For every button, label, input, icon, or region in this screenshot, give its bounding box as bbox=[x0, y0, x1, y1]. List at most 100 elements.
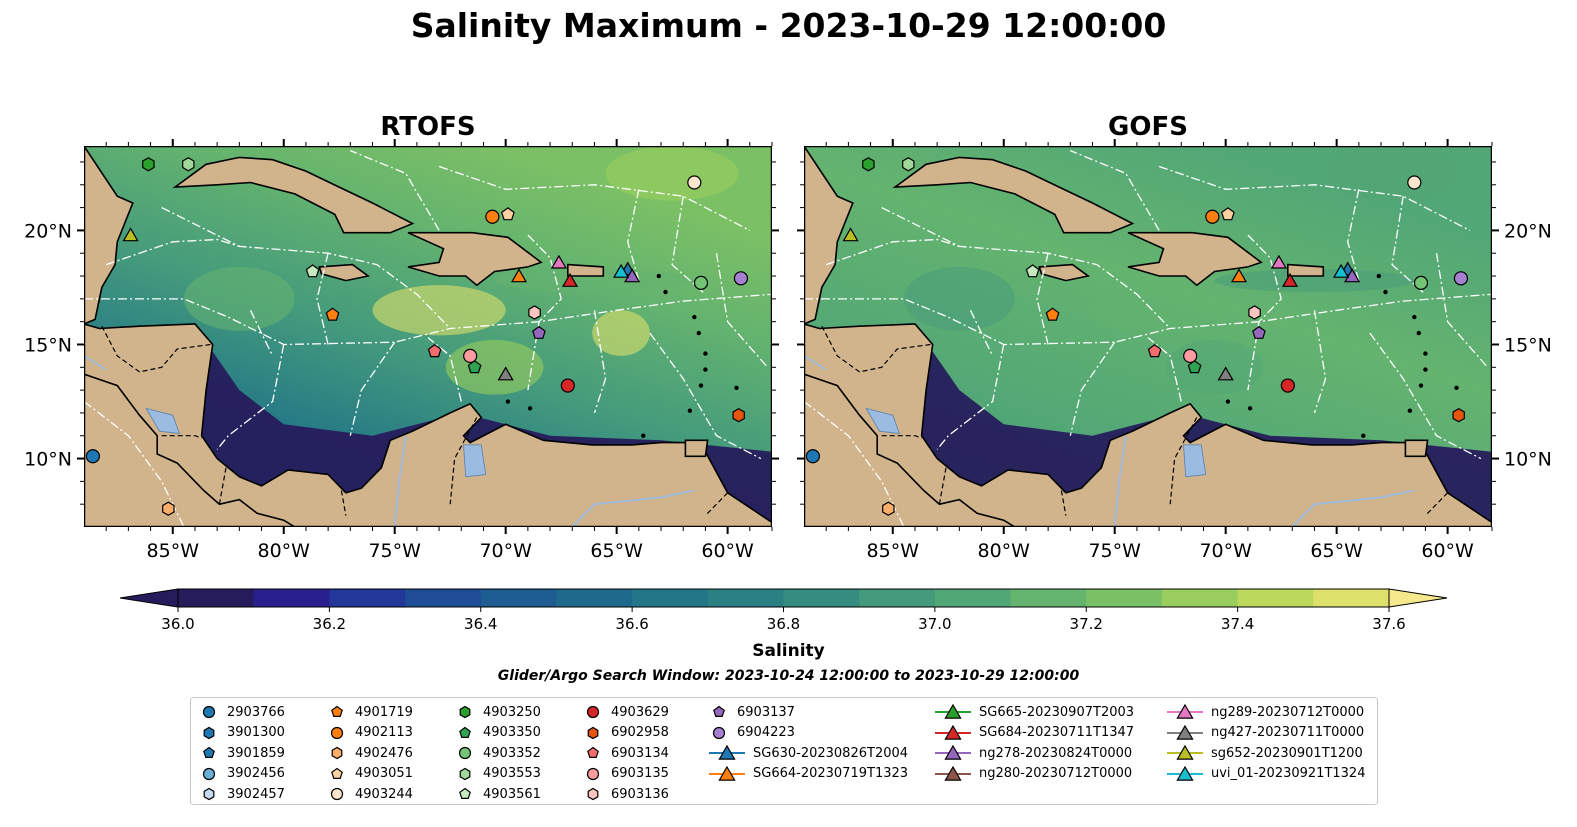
lon-tick-label: 75°W bbox=[368, 540, 421, 562]
platform-marker-ng427-20230711T0000[interactable] bbox=[497, 366, 514, 381]
platform-marker-4902113[interactable] bbox=[485, 209, 500, 224]
platform-marker-6904223[interactable] bbox=[733, 271, 749, 286]
legend-swatch bbox=[459, 788, 471, 800]
platform-marker-4903350[interactable] bbox=[1187, 360, 1202, 374]
land-cuba bbox=[892, 156, 1135, 234]
land-trinidad bbox=[1404, 439, 1429, 458]
eez-boundary bbox=[1347, 189, 1360, 281]
legend-swatch bbox=[935, 724, 971, 740]
colorbar-tick-label: 37.4 bbox=[1221, 615, 1254, 633]
island bbox=[1423, 367, 1428, 372]
island bbox=[734, 385, 739, 391]
platform-marker-sg652-20230901T1200[interactable] bbox=[122, 227, 139, 242]
legend-swatch bbox=[586, 767, 600, 780]
platform-marker-2903766[interactable] bbox=[85, 449, 100, 464]
platform-marker-SG664-20230719T1323[interactable] bbox=[1230, 268, 1248, 283]
platform-marker-4902476[interactable] bbox=[882, 501, 895, 516]
platform-marker-4901719[interactable] bbox=[325, 307, 340, 321]
island bbox=[1416, 330, 1421, 336]
legend-label: SG665-20230907T2003 bbox=[979, 704, 1135, 720]
eez-boundary bbox=[84, 293, 772, 346]
platform-marker-4903051[interactable] bbox=[1220, 207, 1235, 221]
platform-marker-4903244[interactable] bbox=[687, 175, 702, 190]
platform-marker-4903553[interactable] bbox=[902, 157, 915, 172]
eez-boundary bbox=[671, 196, 706, 295]
eez-boundary bbox=[1147, 337, 1182, 402]
land-hispaniola bbox=[407, 231, 543, 287]
platform-marker-6903134[interactable] bbox=[427, 344, 442, 358]
platform-marker-4903561[interactable] bbox=[305, 264, 320, 278]
legend-item: 3901300 bbox=[199, 723, 285, 744]
country-border bbox=[821, 325, 931, 373]
legend-item: 4903553 bbox=[455, 764, 541, 785]
platform-marker-ng289-20230712T0000[interactable] bbox=[550, 254, 568, 269]
colorbar-level bbox=[405, 589, 482, 607]
platform-marker-4901719[interactable] bbox=[1045, 307, 1060, 321]
platform-marker-6903137[interactable] bbox=[532, 325, 546, 339]
platform-marker-6902958[interactable] bbox=[732, 408, 745, 423]
eez-boundary bbox=[593, 310, 607, 414]
platform-marker-4903352[interactable] bbox=[1413, 275, 1429, 290]
island bbox=[505, 399, 511, 404]
river bbox=[804, 355, 827, 371]
legend-item: sg652-20230901T1200 bbox=[1167, 743, 1365, 764]
platform-marker-ng278-20230824T0000[interactable] bbox=[1344, 268, 1361, 283]
legend-item: 3901859 bbox=[199, 743, 285, 764]
platform-marker-4903244[interactable] bbox=[1407, 175, 1422, 190]
platform-marker-4902113[interactable] bbox=[1205, 209, 1220, 224]
platform-marker-6902958[interactable] bbox=[1452, 408, 1465, 423]
platform-marker-6903136[interactable] bbox=[528, 305, 541, 320]
platform-marker-SG684-20230711T1347[interactable] bbox=[1281, 272, 1299, 287]
eez-boundary bbox=[969, 310, 994, 357]
platform-marker-6903135[interactable] bbox=[463, 348, 478, 363]
platform-marker-4903051[interactable] bbox=[500, 207, 515, 221]
platform-marker-4903561[interactable] bbox=[1025, 264, 1040, 278]
eez-boundary bbox=[1313, 310, 1327, 414]
platform-marker-ng278-20230824T0000[interactable] bbox=[624, 268, 641, 283]
land-cuba bbox=[172, 156, 415, 234]
platform-marker-SG664-20230719T1323[interactable] bbox=[510, 268, 528, 283]
platform-marker-6903136[interactable] bbox=[1248, 305, 1261, 320]
platform-marker-2903766[interactable] bbox=[805, 449, 820, 464]
legend-item: 4903244 bbox=[327, 784, 413, 805]
platform-marker-4903250[interactable] bbox=[862, 157, 875, 172]
salinity-eddy bbox=[1092, 285, 1226, 336]
platform-marker-6904223[interactable] bbox=[1453, 271, 1469, 286]
platform-marker-4903352[interactable] bbox=[693, 275, 709, 290]
colorbar-level bbox=[1237, 589, 1314, 607]
land-mexico bbox=[84, 146, 134, 325]
legend-swatch bbox=[1167, 745, 1203, 760]
legend-item: uvi_01-20230921T1324 bbox=[1167, 764, 1365, 785]
eez-boundary bbox=[427, 337, 462, 402]
platform-marker-4903250[interactable] bbox=[142, 157, 155, 172]
legend-label: 3902457 bbox=[227, 786, 285, 802]
legend-swatch bbox=[203, 747, 215, 759]
land-puertorico bbox=[1286, 263, 1325, 277]
eez-boundary bbox=[649, 332, 762, 460]
platform-marker-6903135[interactable] bbox=[1183, 348, 1198, 363]
salinity-eddy bbox=[1325, 146, 1459, 201]
platform-marker-SG684-20230711T1347[interactable] bbox=[561, 272, 579, 287]
platform-marker-ng427-20230711T0000[interactable] bbox=[1217, 366, 1234, 381]
legend-label: 4901719 bbox=[355, 704, 413, 720]
legend-label: 6903136 bbox=[611, 786, 669, 802]
platform-marker-uvi_01-20230921T1324[interactable] bbox=[1332, 263, 1350, 278]
platform-marker-4903629[interactable] bbox=[1280, 378, 1295, 393]
platform-marker-uvi_01-20230921T1324[interactable] bbox=[612, 263, 630, 278]
platform-marker-4903553[interactable] bbox=[182, 157, 195, 172]
legend-swatch bbox=[1167, 724, 1203, 740]
platform-marker-6903134[interactable] bbox=[1147, 344, 1162, 358]
colorbar-tick-label: 37.6 bbox=[1372, 615, 1405, 633]
platform-marker-ng289-20230712T0000[interactable] bbox=[1270, 254, 1288, 269]
lake-nicaragua bbox=[865, 407, 900, 434]
platform-marker-sg652-20230901T1200[interactable] bbox=[842, 227, 859, 242]
island bbox=[1376, 273, 1382, 279]
platform-marker-6903137[interactable] bbox=[1252, 325, 1266, 339]
colorbar-extend-max bbox=[1388, 588, 1448, 608]
map-panel-gofs[interactable] bbox=[804, 146, 1492, 527]
legend-item: 2903766 bbox=[199, 702, 285, 723]
platform-marker-4903350[interactable] bbox=[467, 360, 482, 374]
map-panel-rtofs[interactable] bbox=[84, 146, 772, 527]
platform-marker-4903629[interactable] bbox=[560, 378, 575, 393]
platform-marker-4902476[interactable] bbox=[162, 501, 175, 516]
